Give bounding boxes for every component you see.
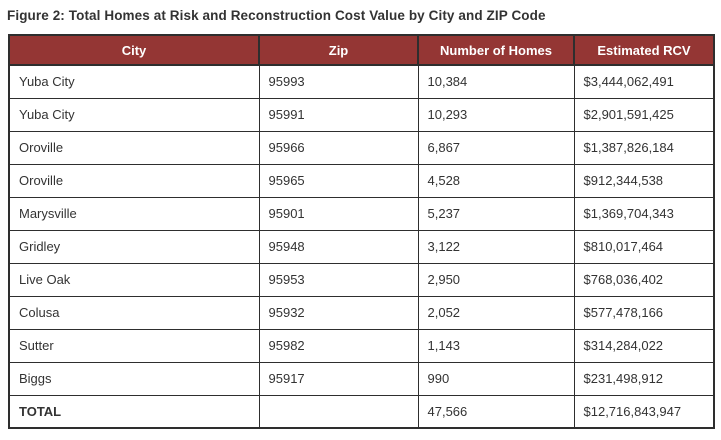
table-row: Yuba City 95993 10,384 $3,444,062,491 [8, 64, 715, 99]
cell-rcv: $12,716,843,947 [573, 394, 715, 429]
cell-rcv: $314,284,022 [573, 328, 715, 363]
total-label: TOTAL [8, 394, 260, 429]
cell-city: Gridley [8, 229, 260, 264]
cell-zip: 95966 [258, 130, 419, 165]
cell-city: Colusa [8, 295, 260, 330]
table-row: Gridley 95948 3,122 $810,017,464 [8, 229, 715, 264]
cell-city: Marysville [8, 196, 260, 231]
total-row: TOTAL 47,566 $12,716,843,947 [8, 394, 715, 429]
cell-rcv: $2,901,591,425 [573, 97, 715, 132]
cell-rcv: $1,387,826,184 [573, 130, 715, 165]
cell-zip: 95948 [258, 229, 419, 264]
table-row: Biggs 95917 990 $231,498,912 [8, 361, 715, 396]
cell-homes: 990 [417, 361, 575, 396]
cell-rcv: $231,498,912 [573, 361, 715, 396]
cell-city: Oroville [8, 130, 260, 165]
cell-rcv: $3,444,062,491 [573, 64, 715, 99]
cell-city: Sutter [8, 328, 260, 363]
column-header-rcv: Estimated RCV [573, 34, 715, 66]
table-row: Oroville 95965 4,528 $912,344,538 [8, 163, 715, 198]
cell-zip: 95917 [258, 361, 419, 396]
header-row: City Zip Number of Homes Estimated RCV [8, 34, 715, 66]
cell-homes: 4,528 [417, 163, 575, 198]
cell-rcv: $810,017,464 [573, 229, 715, 264]
table-row: Yuba City 95991 10,293 $2,901,591,425 [8, 97, 715, 132]
cell-zip: 95932 [258, 295, 419, 330]
column-header-city: City [8, 34, 260, 66]
cell-rcv: $577,478,166 [573, 295, 715, 330]
cell-homes: 6,867 [417, 130, 575, 165]
cell-zip [258, 394, 419, 429]
homes-risk-table: City Zip Number of Homes Estimated RCV Y… [8, 34, 715, 429]
table-row: Oroville 95966 6,867 $1,387,826,184 [8, 130, 715, 165]
cell-zip: 95991 [258, 97, 419, 132]
cell-city: Oroville [8, 163, 260, 198]
cell-homes: 1,143 [417, 328, 575, 363]
cell-zip: 95953 [258, 262, 419, 297]
table-row: Colusa 95932 2,052 $577,478,166 [8, 295, 715, 330]
cell-homes: 2,052 [417, 295, 575, 330]
cell-homes: 2,950 [417, 262, 575, 297]
cell-city: Biggs [8, 361, 260, 396]
column-header-homes: Number of Homes [417, 34, 575, 66]
cell-zip: 95965 [258, 163, 419, 198]
column-header-zip: Zip [258, 34, 419, 66]
cell-zip: 95993 [258, 64, 419, 99]
table-row: Live Oak 95953 2,950 $768,036,402 [8, 262, 715, 297]
cell-homes: 10,384 [417, 64, 575, 99]
cell-homes: 5,237 [417, 196, 575, 231]
cell-homes: 3,122 [417, 229, 575, 264]
cell-rcv: $912,344,538 [573, 163, 715, 198]
figure-title: Figure 2: Total Homes at Risk and Recons… [7, 8, 546, 23]
cell-rcv: $768,036,402 [573, 262, 715, 297]
table-row: Marysville 95901 5,237 $1,369,704,343 [8, 196, 715, 231]
cell-homes: 10,293 [417, 97, 575, 132]
cell-city: Yuba City [8, 97, 260, 132]
cell-homes: 47,566 [417, 394, 575, 429]
cell-zip: 95982 [258, 328, 419, 363]
cell-rcv: $1,369,704,343 [573, 196, 715, 231]
cell-zip: 95901 [258, 196, 419, 231]
cell-city: Yuba City [8, 64, 260, 99]
cell-city: Live Oak [8, 262, 260, 297]
table-row: Sutter 95982 1,143 $314,284,022 [8, 328, 715, 363]
